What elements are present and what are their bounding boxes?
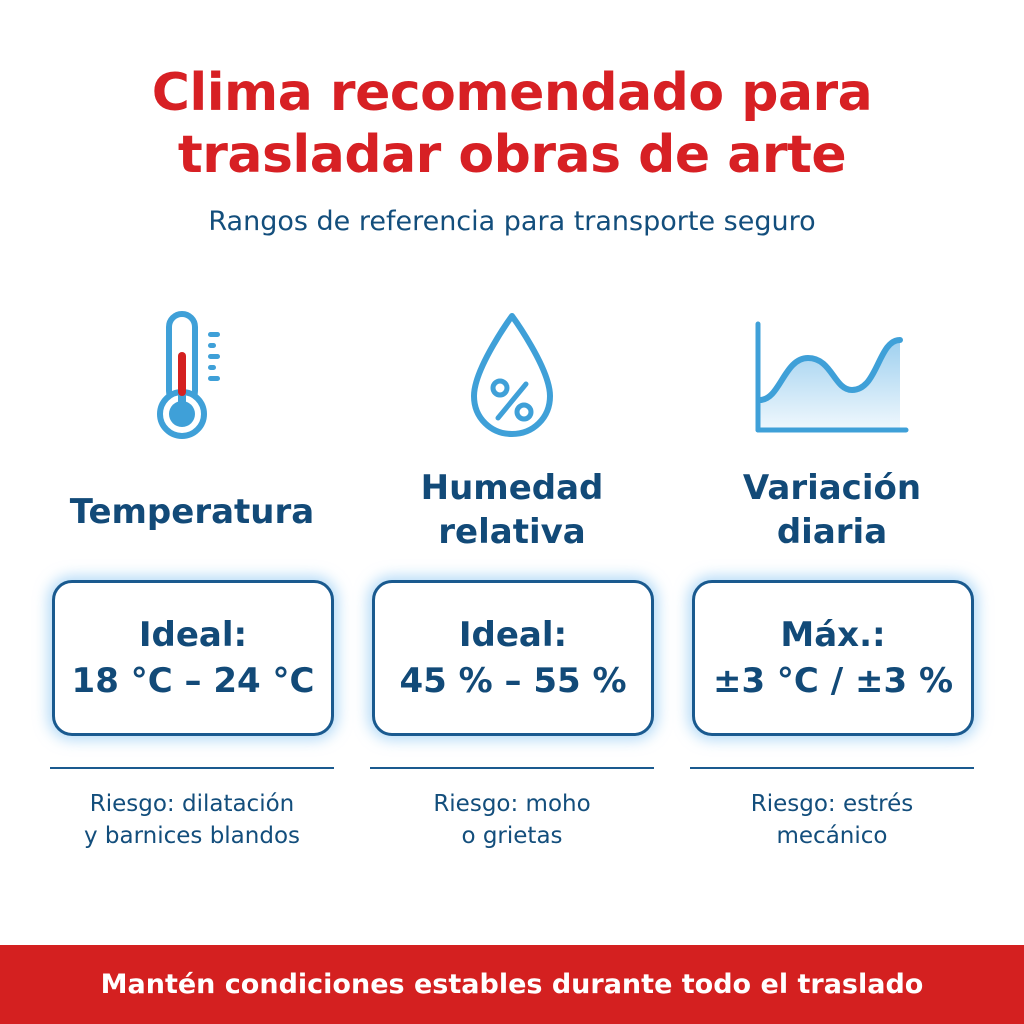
heading-temperature: Temperatura: [69, 492, 315, 532]
risk-text: Riesgo: dilatación y barnices blandos: [83, 791, 301, 849]
box-label: Ideal:: [138, 615, 248, 655]
max-range-box: Máx.: ±3 °C / ±3 %: [692, 580, 974, 736]
heading-variation: Variación diaria: [742, 468, 922, 552]
risk-text: Riesgo: estrés mecánico: [750, 791, 914, 849]
ideal-range-box: Ideal: 18 °C – 24 °C: [52, 580, 334, 736]
box-label: Máx.:: [780, 615, 886, 655]
ideal-range-box: Ideal: 45 % – 55 %: [372, 580, 654, 736]
box-label: Ideal:: [458, 615, 568, 655]
footer-banner: Mantén condiciones estables durante todo…: [0, 945, 1024, 1024]
title-line-1: Clima recomendado para: [151, 63, 873, 123]
risk-text: Riesgo: moho o grietas: [433, 791, 591, 849]
thermometer-icon: [157, 311, 220, 439]
divider: [370, 767, 654, 769]
footer-text: Mantén condiciones estables durante todo…: [100, 969, 924, 1000]
heading-humidity: Humedad relativa: [420, 468, 604, 552]
title-line-2: trasladar obras de arte: [177, 125, 847, 185]
box-value: 45 % – 55 %: [399, 661, 627, 701]
page-subtitle: Rangos de referencia para transporte seg…: [208, 206, 816, 237]
box-value: ±3 °C / ±3 %: [712, 661, 954, 701]
page-title: Clima recomendado para trasladar obras d…: [0, 62, 1024, 186]
divider: [50, 767, 334, 769]
humidity-drop-icon: [471, 313, 553, 437]
variation-chart-icon: [755, 321, 909, 433]
box-value: 18 °C – 24 °C: [71, 661, 315, 701]
divider: [690, 767, 974, 769]
